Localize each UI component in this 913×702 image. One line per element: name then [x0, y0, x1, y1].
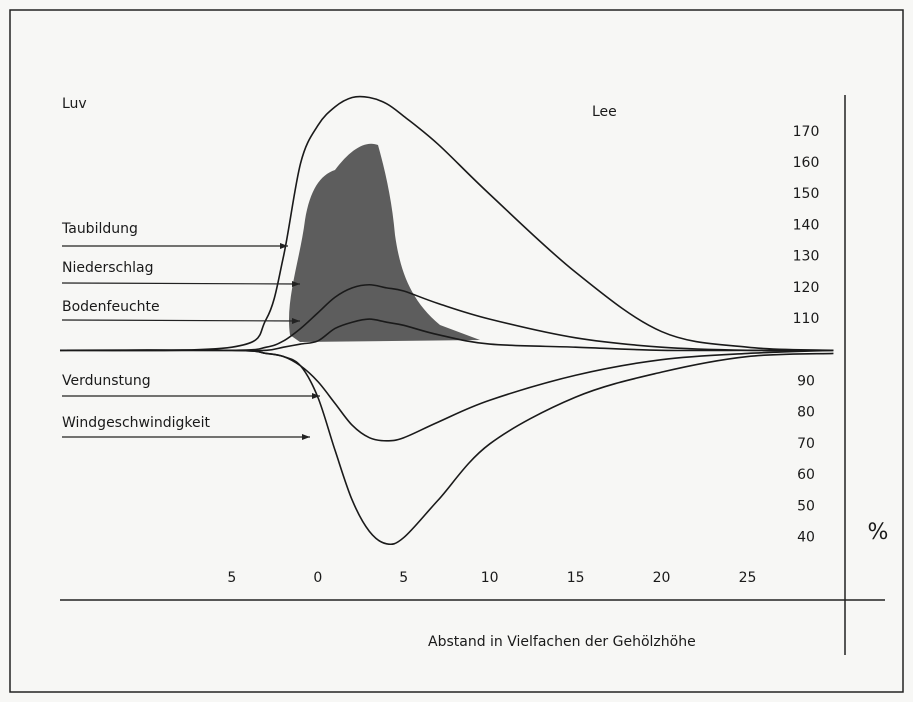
y-axis-label: %: [868, 520, 889, 545]
chart: Luv Lee % Abstand in Vielfachen der Gehö…: [0, 0, 913, 702]
annotation: Lee: [592, 104, 617, 120]
y-tick-label: 150: [793, 186, 820, 202]
legend-label: Taubildung: [61, 221, 138, 237]
y-tick-label: 70: [797, 436, 815, 452]
legend-label: Verdunstung: [62, 373, 151, 389]
y-tick-label: 90: [797, 374, 815, 390]
x-tick-label: 20: [653, 570, 671, 586]
legend-label: Windgeschwindigkeit: [62, 415, 211, 431]
y-tick-label: 50: [797, 498, 815, 514]
x-tick-label: 10: [481, 570, 499, 586]
y-tick-label: 120: [793, 280, 820, 296]
y-tick-label: 60: [797, 467, 815, 483]
x-axis-label: Abstand in Vielfachen der Gehölzhöhe: [428, 634, 696, 650]
x-tick-label: 15: [567, 570, 585, 586]
annotation: Luv: [62, 96, 87, 112]
x-tick-label: 5: [399, 570, 408, 586]
x-tick-label: 25: [739, 570, 757, 586]
y-tick-label: 40: [797, 530, 815, 546]
legend-label: Bodenfeuchte: [62, 299, 160, 315]
legend-label: Niederschlag: [62, 260, 153, 276]
y-tick-label: 110: [793, 311, 820, 327]
y-tick-label: 160: [793, 155, 820, 171]
y-tick-label: 130: [793, 249, 820, 265]
x-tick-label: 0: [313, 570, 322, 586]
x-tick-label: 5: [227, 570, 236, 586]
y-tick-label: 140: [793, 217, 820, 233]
y-tick-label: 170: [793, 124, 820, 140]
y-tick-label: 80: [797, 405, 815, 421]
